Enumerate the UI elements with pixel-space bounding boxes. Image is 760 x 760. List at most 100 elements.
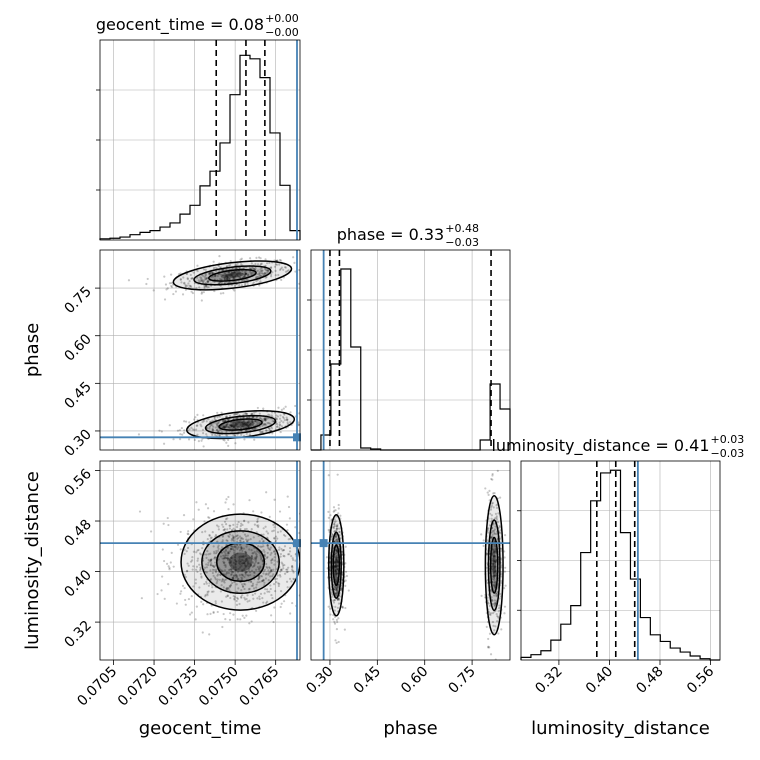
scatter-point	[255, 256, 258, 260]
scatter-point	[222, 426, 225, 429]
scatter-point	[236, 570, 240, 573]
scatter-point	[263, 416, 266, 420]
scatter-point	[335, 587, 338, 590]
scatter-point	[495, 569, 498, 573]
scatter-point	[224, 419, 227, 422]
scatter-point	[225, 588, 228, 591]
scatter-point	[226, 557, 230, 560]
scatter-point	[264, 276, 267, 279]
scatter-point	[206, 276, 209, 279]
scatter-point	[496, 521, 500, 524]
scatter-point	[247, 416, 250, 419]
scatter-point	[258, 580, 261, 584]
scatter-point	[292, 256, 295, 259]
scatter-point	[337, 602, 341, 605]
scatter-point	[283, 545, 287, 548]
scatter-point	[202, 420, 205, 423]
scatter-point	[239, 258, 242, 261]
scatter-point	[333, 523, 336, 526]
scatter-point	[338, 530, 341, 533]
scatter-point	[301, 423, 303, 425]
scatter-point	[484, 487, 487, 490]
scatter-point	[249, 267, 252, 270]
scatter-point	[234, 426, 237, 430]
scatter-point	[217, 420, 220, 424]
scatter-point	[180, 590, 183, 593]
scatter-point	[226, 276, 229, 279]
scatter-point	[232, 576, 235, 579]
scatter-point	[334, 569, 337, 572]
scatter-point	[269, 587, 272, 591]
scatter-point	[263, 418, 266, 421]
scatter-point	[225, 578, 228, 581]
scatter-point	[246, 540, 249, 543]
scatter-point	[243, 616, 246, 619]
scatter-point	[207, 590, 210, 593]
scatter-point	[234, 569, 237, 572]
scatter-point	[336, 567, 339, 570]
scatter-point	[238, 543, 241, 546]
scatter-point	[252, 551, 255, 555]
scatter-point	[241, 585, 245, 589]
scatter-point	[225, 523, 228, 526]
scatter-point	[211, 531, 214, 534]
scatter-point	[230, 564, 233, 567]
scatter-point	[216, 416, 219, 419]
scatter-point	[254, 420, 257, 423]
scatter-point	[281, 564, 285, 567]
scatter-point	[240, 522, 243, 525]
scatter-point	[230, 545, 233, 548]
scatter-point	[340, 587, 343, 590]
scatter-point	[203, 566, 207, 569]
scatter-point	[257, 524, 260, 527]
scatter-point	[263, 553, 266, 556]
scatter-point	[492, 575, 495, 579]
scatter-point	[192, 565, 195, 568]
scatter-point	[498, 526, 502, 529]
scatter-point	[230, 271, 234, 274]
scatter-point	[222, 525, 225, 528]
scatter-point	[179, 277, 182, 281]
scatter-point	[258, 271, 261, 274]
scatter-point	[247, 562, 250, 566]
scatter-point	[218, 415, 222, 418]
scatter-point	[253, 438, 256, 441]
scatter-point	[208, 516, 211, 519]
scatter-point	[225, 265, 229, 268]
scatter-point	[251, 415, 254, 419]
scatter-point	[237, 275, 240, 278]
scatter-point	[492, 506, 495, 509]
scatter-point	[245, 423, 248, 426]
scatter-point	[334, 588, 337, 591]
scatter-point	[237, 270, 240, 273]
scatter-point	[240, 576, 243, 579]
scatter-point	[282, 549, 285, 552]
scatter-point	[244, 425, 247, 428]
scatter-point	[249, 573, 252, 577]
scatter-point	[269, 570, 273, 573]
scatter-point	[273, 537, 276, 540]
scatter-point	[332, 506, 336, 509]
scatter-point	[273, 526, 276, 529]
scatter-point	[294, 404, 297, 408]
scatter-point	[237, 559, 240, 563]
scatter-point	[283, 572, 287, 575]
scatter-point	[333, 565, 337, 568]
scatter-point	[184, 283, 187, 286]
scatter-point	[203, 286, 206, 290]
scatter-point	[200, 425, 203, 428]
scatter-point	[494, 550, 497, 553]
scatter-point	[224, 549, 228, 553]
scatter-point	[496, 590, 499, 593]
scatter-point	[245, 552, 248, 555]
scatter-point	[190, 426, 193, 429]
xtick-label-geocent_time-0: 0.0705	[74, 664, 120, 710]
scatter-point	[232, 423, 235, 427]
scatter-point	[231, 424, 234, 427]
scatter-point	[275, 581, 278, 584]
scatter-point	[261, 559, 264, 562]
scatter-point	[289, 537, 292, 540]
scatter-point	[494, 548, 497, 551]
scatter-point	[337, 507, 340, 510]
scatter-point	[228, 277, 231, 280]
